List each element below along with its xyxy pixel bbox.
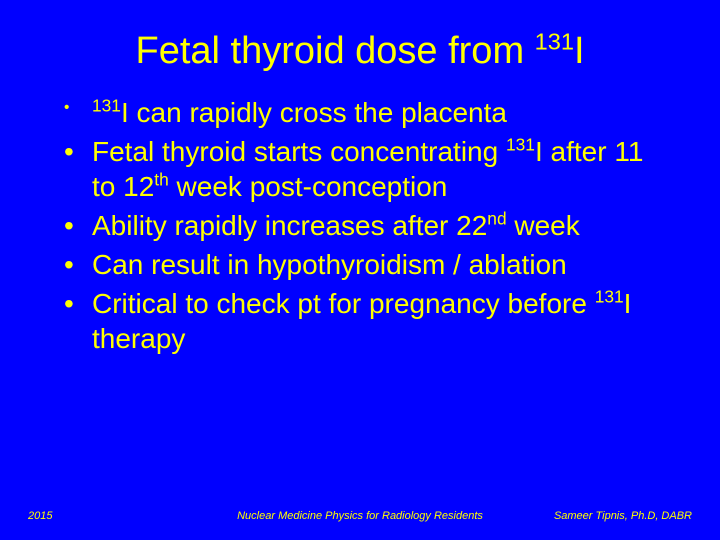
bullet-list: 131I can rapidly cross the placenta Fetal… bbox=[50, 95, 670, 356]
bullet-item: Fetal thyroid starts concentrating 131I … bbox=[78, 134, 670, 204]
bullet-item: 131I can rapidly cross the placenta bbox=[78, 95, 670, 130]
bullet-item: Critical to check pt for pregnancy befor… bbox=[78, 286, 670, 356]
title-post: I bbox=[574, 30, 585, 72]
bullet-item: Can result in hypothyroidism / ablation bbox=[78, 247, 670, 282]
slide: Fetal thyroid dose from 131I 131I can ra… bbox=[0, 0, 720, 540]
title-sup: 131 bbox=[535, 28, 574, 54]
bullet-item: Ability rapidly increases after 22nd wee… bbox=[78, 208, 670, 243]
slide-title: Fetal thyroid dose from 131I bbox=[50, 30, 670, 73]
footer-author: Sameer Tipnis, Ph.D, DABR bbox=[554, 510, 692, 522]
title-pre: Fetal thyroid dose from bbox=[135, 30, 534, 72]
